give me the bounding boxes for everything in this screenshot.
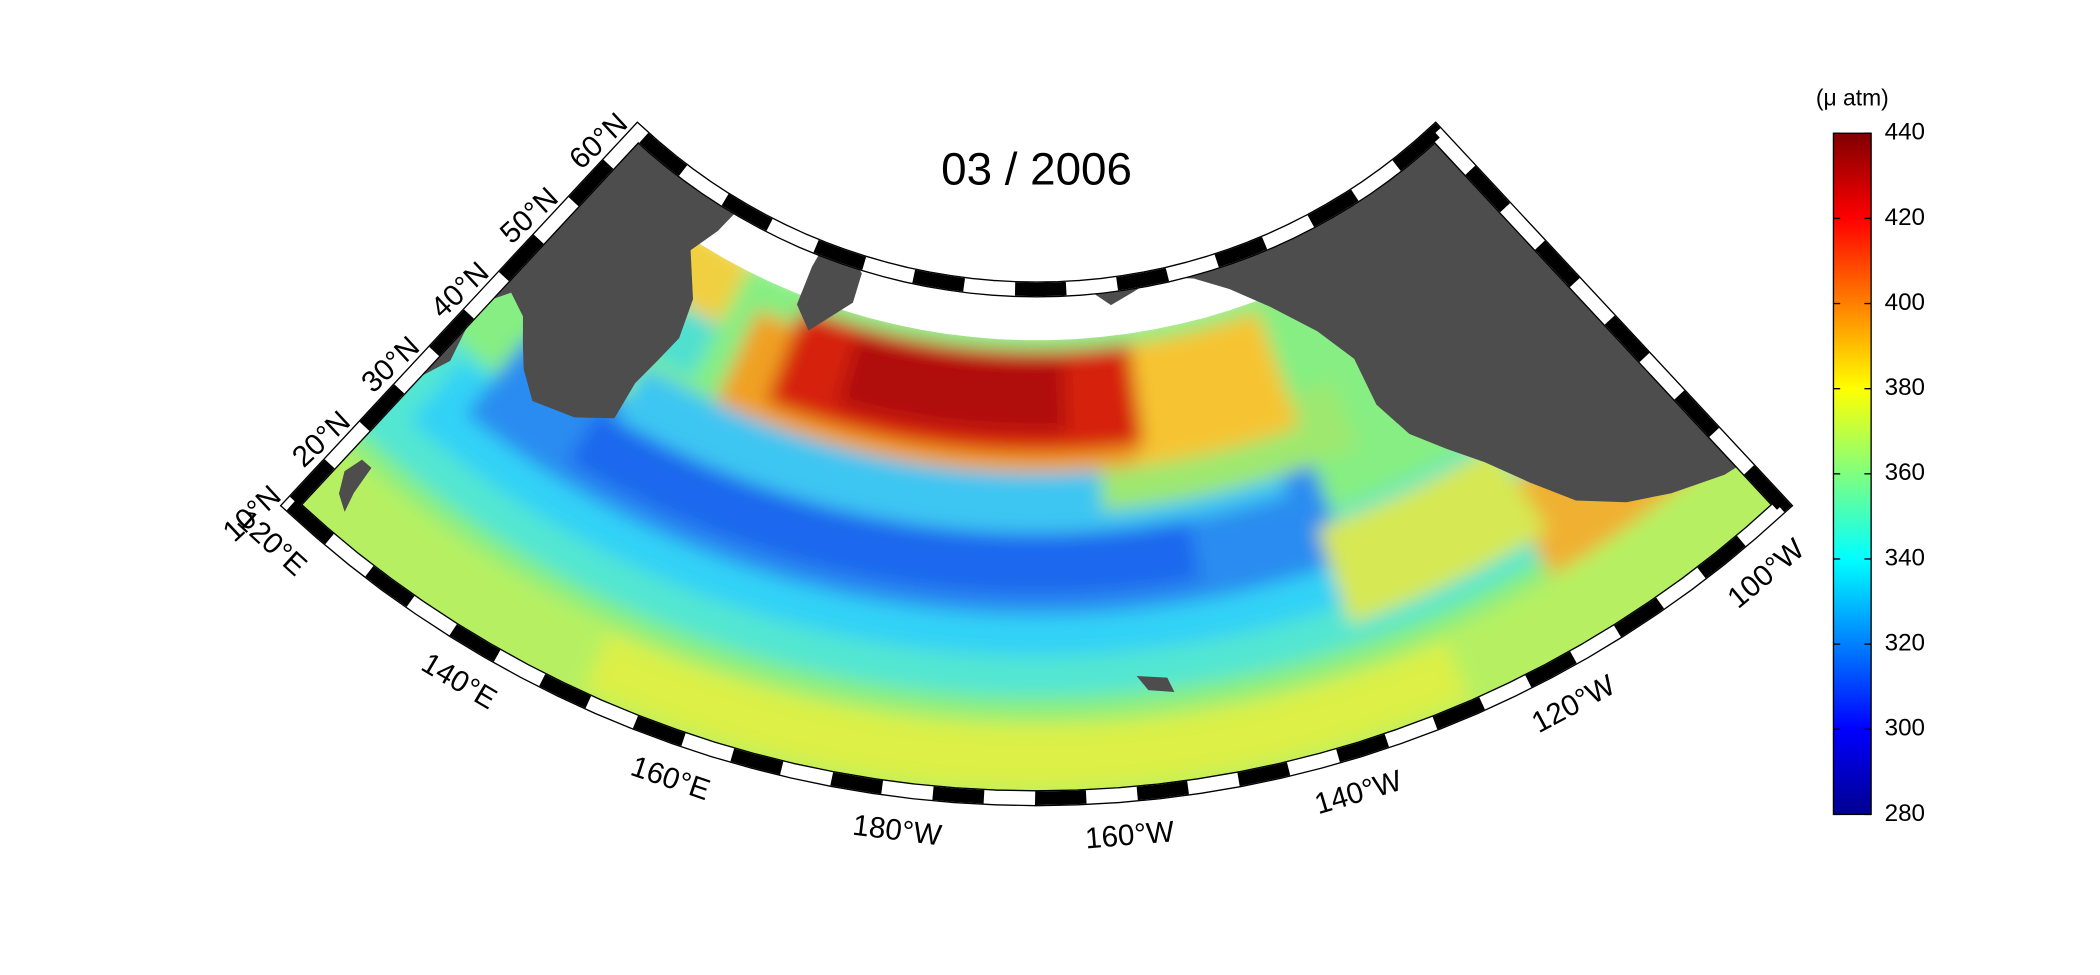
pco2-region bbox=[837, 335, 1067, 432]
colorbar-tick-label: 320 bbox=[1885, 630, 1925, 657]
lon-tick-label: 160°E bbox=[627, 750, 714, 807]
map-title: 03 / 2006 bbox=[941, 143, 1132, 194]
colorbar-tick-label: 300 bbox=[1885, 715, 1925, 742]
colorbar-tick-label: 420 bbox=[1885, 204, 1925, 231]
colorbar-tick-label: 340 bbox=[1885, 544, 1925, 571]
pco2-region bbox=[583, 633, 1470, 789]
colorbar-label: (μ atm) bbox=[1816, 85, 1889, 111]
map: 10°N20°N30°N40°N50°N60°N120°E140°E160°E1… bbox=[217, 106, 1811, 855]
land bbox=[359, 132, 754, 419]
frame-dashes bbox=[281, 123, 1792, 805]
land bbox=[338, 459, 372, 512]
land bbox=[1136, 676, 1175, 693]
lon-tick-label: 140°W bbox=[1311, 764, 1406, 821]
colorbar-tick-label: 400 bbox=[1885, 289, 1925, 316]
pco2-region bbox=[1122, 311, 1300, 466]
colorbar: 280 300 320 340 360 380 400 420 440 bbox=[1832, 119, 1925, 827]
pco2-region bbox=[567, 409, 1201, 595]
colorbar-tick-label: 360 bbox=[1885, 459, 1925, 486]
map-frame bbox=[279, 121, 1794, 807]
lon-tick-label: 160°W bbox=[1084, 815, 1176, 855]
colorbar-tick-label: 380 bbox=[1885, 374, 1925, 401]
lon-tick-label: 180°W bbox=[851, 809, 944, 853]
pco2-region bbox=[1317, 444, 1549, 625]
colorbar-tick-label: 280 bbox=[1885, 800, 1925, 827]
colorbar-tick-label: 440 bbox=[1885, 119, 1925, 146]
